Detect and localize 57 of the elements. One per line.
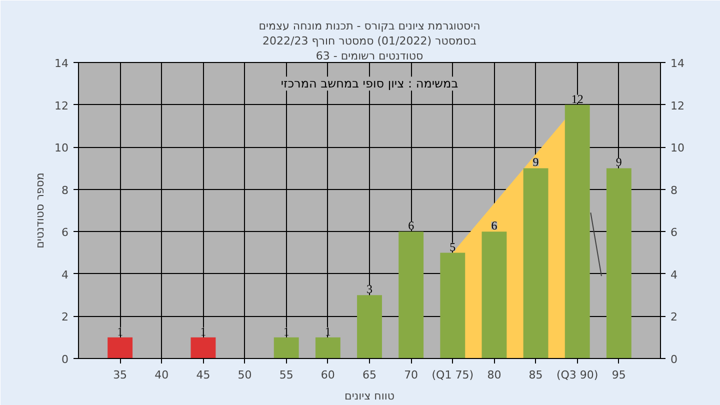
x-tick-label: 60 — [320, 368, 335, 382]
bar — [564, 104, 590, 358]
data-label: 1 — [283, 324, 290, 338]
bar — [190, 337, 216, 358]
y-tick-label: 8 — [62, 184, 68, 197]
y2-tick-label: 0 — [670, 353, 678, 366]
data-label: 5 — [450, 240, 456, 254]
x-tick-label: (Q3 90) — [556, 368, 598, 382]
x-tick-label: 50 — [238, 368, 252, 382]
data-label: 1 — [117, 324, 124, 338]
y-tick-label: 0 — [62, 353, 68, 366]
chart-subtitle: בסמסטר (01/2022) סמסטר חורף 2022/23 — [262, 34, 477, 48]
bar — [274, 337, 299, 358]
data-label: 1 — [200, 324, 206, 338]
data-label: 9 — [532, 155, 539, 170]
x-tick-label: 70 — [404, 368, 418, 382]
annotation: סטודנטים רשומים - 63 — [316, 50, 424, 62]
x-tick-label: 80 — [487, 368, 502, 382]
data-label: 6 — [491, 218, 498, 233]
y2-tick-label: 14 — [670, 57, 684, 70]
y2-tick-label: 10 — [670, 142, 684, 155]
bar — [398, 232, 424, 358]
y-tick-label: 14 — [54, 57, 69, 70]
data-label: 9 — [616, 155, 622, 170]
data-label: 12 — [571, 92, 584, 106]
y-tick-label: 2 — [62, 310, 68, 324]
y-tick-label: 12 — [54, 99, 69, 112]
bar — [606, 168, 632, 358]
x-tick-label: 85 — [528, 368, 543, 382]
y-tick-label: 6 — [62, 226, 68, 240]
x-tick-label: 55 — [279, 368, 294, 382]
x-tick-label: 95 — [612, 368, 626, 382]
x-axis-title: טווח ציונים — [344, 390, 394, 402]
y2-tick-label: 2 — [670, 310, 678, 324]
bar — [108, 337, 133, 358]
annotation: במשימה : ציון סופי במחשב המרכזי — [280, 76, 458, 91]
chart-title: היסטוגרמת ציונים בקורס - תכנות מונחה עצמים — [258, 20, 480, 32]
y2-tick-label: 4 — [670, 268, 678, 282]
data-label: 6 — [408, 218, 414, 233]
bar — [523, 168, 548, 358]
y-axis-title: מספר סטודנטים — [34, 172, 47, 248]
bar — [482, 232, 507, 358]
x-tick-label: 45 — [196, 368, 210, 382]
bar — [315, 337, 340, 358]
y2-tick-label: 6 — [670, 226, 678, 240]
y-tick-label: 10 — [54, 142, 69, 155]
x-tick-label: 40 — [154, 368, 169, 382]
bar — [357, 295, 382, 358]
data-label: 1 — [324, 324, 331, 338]
x-tick-label: (Q1 75) — [432, 368, 474, 382]
x-tick-label: 65 — [362, 368, 376, 382]
y-tick-label: 4 — [62, 268, 68, 282]
x-tick-label: 35 — [113, 368, 128, 382]
y2-tick-label: 8 — [670, 184, 678, 197]
y2-tick-label: 12 — [670, 99, 684, 112]
data-label: 3 — [366, 282, 372, 296]
bar — [440, 252, 466, 358]
